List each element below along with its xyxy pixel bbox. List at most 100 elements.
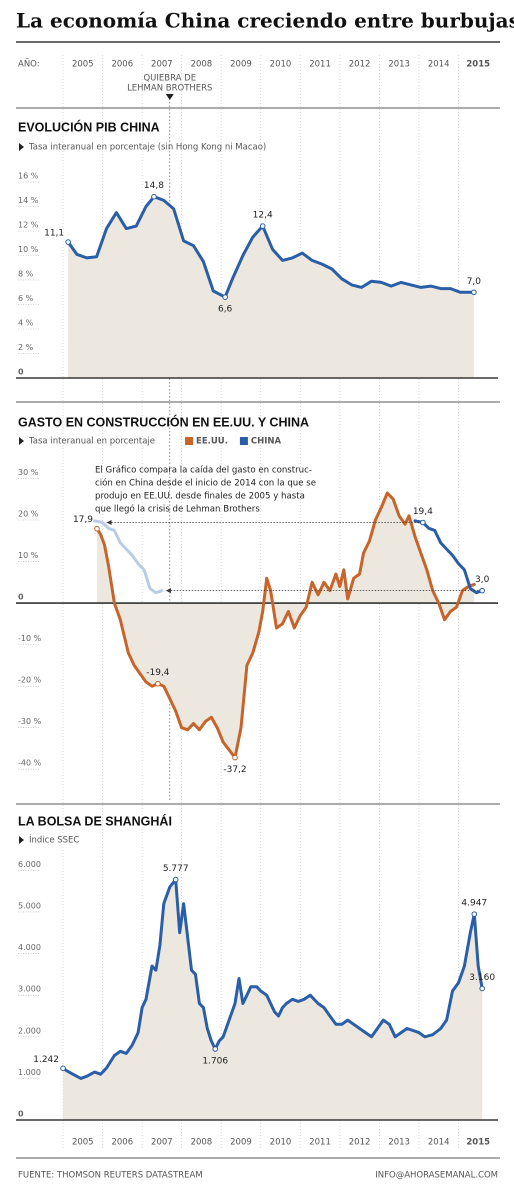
point [471, 289, 477, 296]
value-label: 7,0 [467, 277, 482, 287]
y-tick-label: 16 % [18, 172, 39, 181]
section-title: GASTO EN CONSTRUCCIÓN EN EE.UU. Y CHINA [18, 414, 309, 429]
legend-label: EE.UU. [196, 437, 228, 447]
year-label: 2013 [388, 60, 410, 70]
bullet [19, 836, 24, 844]
year-label: 2014 [428, 60, 450, 70]
point [212, 1046, 219, 1052]
bullet [19, 437, 24, 445]
point [60, 1065, 66, 1072]
year-label: 2013 [388, 1138, 410, 1148]
y-tick-label: 4 % [18, 319, 34, 328]
point [155, 680, 161, 687]
section-subtitle: Índice SSEC [29, 834, 79, 846]
point [232, 754, 238, 761]
year-label: 2005 [72, 1138, 94, 1148]
y-tick-label: -10 % [18, 634, 42, 643]
value-label: 1.706 [202, 1057, 228, 1067]
point [94, 525, 100, 532]
year-label: 2006 [111, 1138, 133, 1148]
value-label: -37,2 [223, 765, 246, 775]
year-label: 2007 [151, 60, 173, 70]
arrow-head [165, 588, 171, 594]
year-label: 2010 [270, 60, 292, 70]
area [63, 879, 483, 1120]
line [93, 519, 164, 595]
year-label: 2015 [466, 60, 490, 70]
point [479, 587, 485, 594]
lehman-label: QUIEBRA DE [143, 74, 196, 84]
y-tick-label: -30 % [18, 717, 42, 726]
section-title: EVOLUCIÓN PIB CHINA [18, 119, 160, 134]
y-tick-label: 8 % [18, 270, 34, 279]
year-label: 2012 [349, 60, 371, 70]
section-title: LA BOLSA DE SHANGHÁI [18, 813, 172, 828]
arrow-head [106, 519, 112, 525]
point [471, 911, 478, 917]
year-label: 2009 [230, 60, 252, 70]
point [259, 223, 266, 229]
value-label: 12,4 [253, 211, 273, 221]
point [479, 985, 485, 992]
year-label: 2011 [309, 1138, 331, 1148]
y-tick-label: 14 % [18, 196, 39, 205]
line [413, 519, 484, 595]
year-label: 2009 [230, 1138, 252, 1148]
year-label: 2012 [349, 1138, 371, 1148]
y-tick-label: 6 % [18, 294, 34, 303]
y-tick-label: 4.000 [18, 943, 41, 952]
area-layer [63, 879, 483, 1120]
point [151, 193, 157, 200]
lehman-marker [165, 94, 174, 100]
point [222, 294, 228, 300]
y-tick-label: 3.000 [18, 985, 41, 994]
year-label: 2010 [270, 1138, 292, 1148]
value-label: 3.160 [469, 973, 495, 983]
section-subtitle: Tasa interanual en porcentaje (sin Hong … [28, 143, 266, 153]
year-label: 2005 [72, 60, 94, 70]
value-label: 14,8 [144, 181, 164, 191]
note: produjo en EE.UU. desde finales de 2005 … [95, 492, 305, 502]
legend-swatch [185, 437, 194, 445]
value-label: 4.947 [461, 899, 487, 909]
y-tick-label: -40 % [18, 759, 42, 768]
legend-swatch [239, 437, 248, 445]
y-tick-label: 0 [18, 593, 24, 602]
section-subtitle: Tasa interanual en porcentaje [28, 437, 155, 447]
bullet [19, 143, 24, 151]
note: ción en China desde el inicio de 2014 co… [95, 478, 316, 489]
y-tick-label: -20 % [18, 676, 42, 685]
value-label: 5.777 [163, 864, 189, 874]
contact: INFO@AHORASEMANAL.COM [375, 1171, 498, 1181]
y-tick-label: 1.000 [18, 1068, 41, 1077]
y-tick-label: 20 % [18, 510, 39, 519]
value-label: 11,1 [44, 229, 64, 239]
year-label: 2007 [151, 1138, 173, 1148]
y-tick-label: 10 % [18, 551, 39, 560]
point [172, 876, 179, 883]
year-label: 2015 [466, 1138, 490, 1148]
value-label: 3,0 [475, 575, 490, 585]
year-label: 2008 [191, 60, 213, 70]
area [68, 196, 474, 378]
page-title: La economía China creciendo entre burbuj… [16, 9, 514, 33]
legend-label: CHINA [251, 437, 282, 447]
lehman-label: LEHMAN BROTHERS [127, 84, 212, 94]
line [61, 878, 484, 1080]
area-layer [97, 493, 475, 758]
year-label: 2008 [191, 1138, 213, 1148]
line [95, 491, 476, 760]
y-tick-label: 5.000 [18, 901, 41, 910]
point [420, 519, 426, 526]
note: que llegó la crisis de Lehman Brothers [95, 504, 260, 515]
y-tick-label: 0 [18, 1110, 24, 1119]
year-label: 2006 [111, 60, 133, 70]
y-tick-label: 30 % [18, 468, 39, 477]
y-tick-label: 10 % [18, 245, 39, 254]
value-label: 6,6 [218, 305, 233, 315]
value-label: 19,4 [413, 507, 433, 517]
x-axis-label: AÑO: [18, 59, 40, 70]
year-label: 2014 [428, 1138, 450, 1148]
